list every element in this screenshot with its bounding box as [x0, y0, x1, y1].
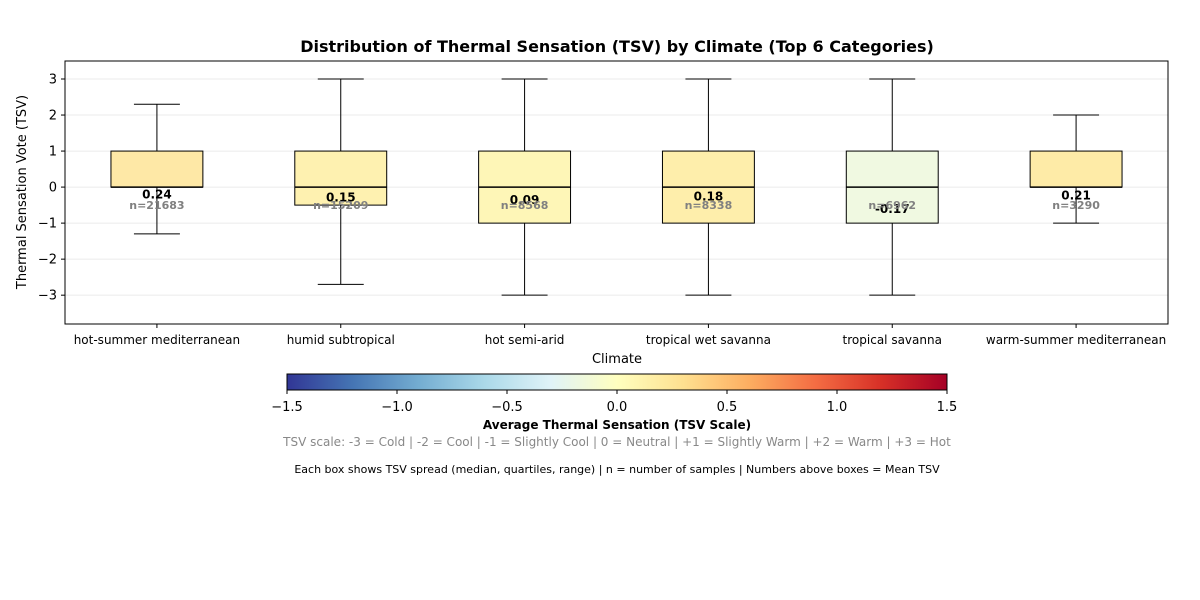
sample-count-label: n=21683: [129, 199, 184, 212]
mean-label: 0.18: [694, 190, 724, 204]
box-body: [294, 150, 388, 206]
sample-count-label: n=8338: [685, 199, 733, 212]
sample-count-label: n=6962: [868, 199, 916, 212]
mean-label: 0.09: [510, 193, 540, 207]
colorbar-tick-label: 0.0: [607, 400, 628, 415]
boxes: 0.24n=21683 0.15n=15209 0.09n=8568 0.18n=83…: [110, 78, 1123, 296]
box-1: 0.15n=15209: [294, 78, 388, 285]
box-body: [110, 150, 204, 188]
y-tick-label: −3: [38, 289, 57, 304]
x-axis-label: Climate: [592, 352, 642, 367]
colorbar-tick-label: 1.0: [827, 400, 848, 415]
colorbar-tick-label: 1.5: [937, 400, 958, 415]
colorbar-gradient: [286, 373, 948, 391]
colorbar-tick-label: −1.0: [381, 400, 413, 415]
x-tick-label: hot semi-arid: [485, 333, 565, 347]
box-5: 0.21n=3290: [1029, 114, 1123, 224]
x-tick-label: hot-summer mediterranean: [74, 333, 240, 347]
x-axis-ticks: hot-summer mediterranean humid subtropica…: [74, 324, 1166, 347]
box-2: 0.09n=8568: [478, 78, 572, 296]
x-tick-label: tropical wet savanna: [646, 333, 771, 347]
y-axis-ticks: −3 −2 −1 0 1 2 3: [38, 73, 65, 304]
x-tick-label: tropical savanna: [843, 333, 942, 347]
mean-label: 0.15: [326, 191, 356, 205]
colorbar-tick-label: 0.5: [717, 400, 738, 415]
y-tick-label: −1: [38, 217, 57, 232]
y-tick-label: 0: [49, 181, 57, 196]
box-0: 0.24n=21683: [110, 103, 204, 235]
box-3: 0.18n=8338: [661, 78, 755, 296]
colorbar-label: Average Thermal Sensation (TSV Scale): [483, 418, 751, 432]
y-tick-label: 2: [49, 109, 57, 124]
mean-label: 0.24: [142, 187, 172, 201]
y-tick-label: 3: [49, 73, 57, 88]
tsv-scale-note: TSV scale: -3 = Cold | -2 = Cool | -1 = …: [282, 435, 951, 449]
sample-count-label: n=8568: [501, 199, 549, 212]
y-tick-label: −2: [38, 253, 57, 268]
colorbar-ticks: −1.5 −1.0 −0.5 0.0 0.5 1.0 1.5: [271, 390, 957, 415]
mean-label: -0.17: [875, 202, 910, 216]
colorbar-tick-label: −0.5: [491, 400, 523, 415]
x-tick-label: warm-summer mediterranean: [986, 333, 1166, 347]
chart-title: Distribution of Thermal Sensation (TSV) …: [300, 37, 934, 56]
y-axis-label: Thermal Sensation Vote (TSV): [15, 95, 30, 290]
grid-lines: [65, 78, 1168, 296]
sample-count-label: n=3290: [1052, 199, 1100, 212]
box-body: [1029, 150, 1123, 188]
x-tick-label: humid subtropical: [287, 333, 395, 347]
chart-footnote: Each box shows TSV spread (median, quart…: [294, 463, 940, 476]
plot-frame: [64, 60, 1169, 325]
colorbar: [286, 373, 948, 391]
colorbar-tick-label: −1.5: [271, 400, 303, 415]
box-4: -0.17n=6962: [845, 78, 939, 296]
y-tick-label: 1: [49, 145, 57, 160]
mean-label: 0.21: [1061, 189, 1091, 203]
sample-count-label: n=15209: [313, 199, 368, 212]
